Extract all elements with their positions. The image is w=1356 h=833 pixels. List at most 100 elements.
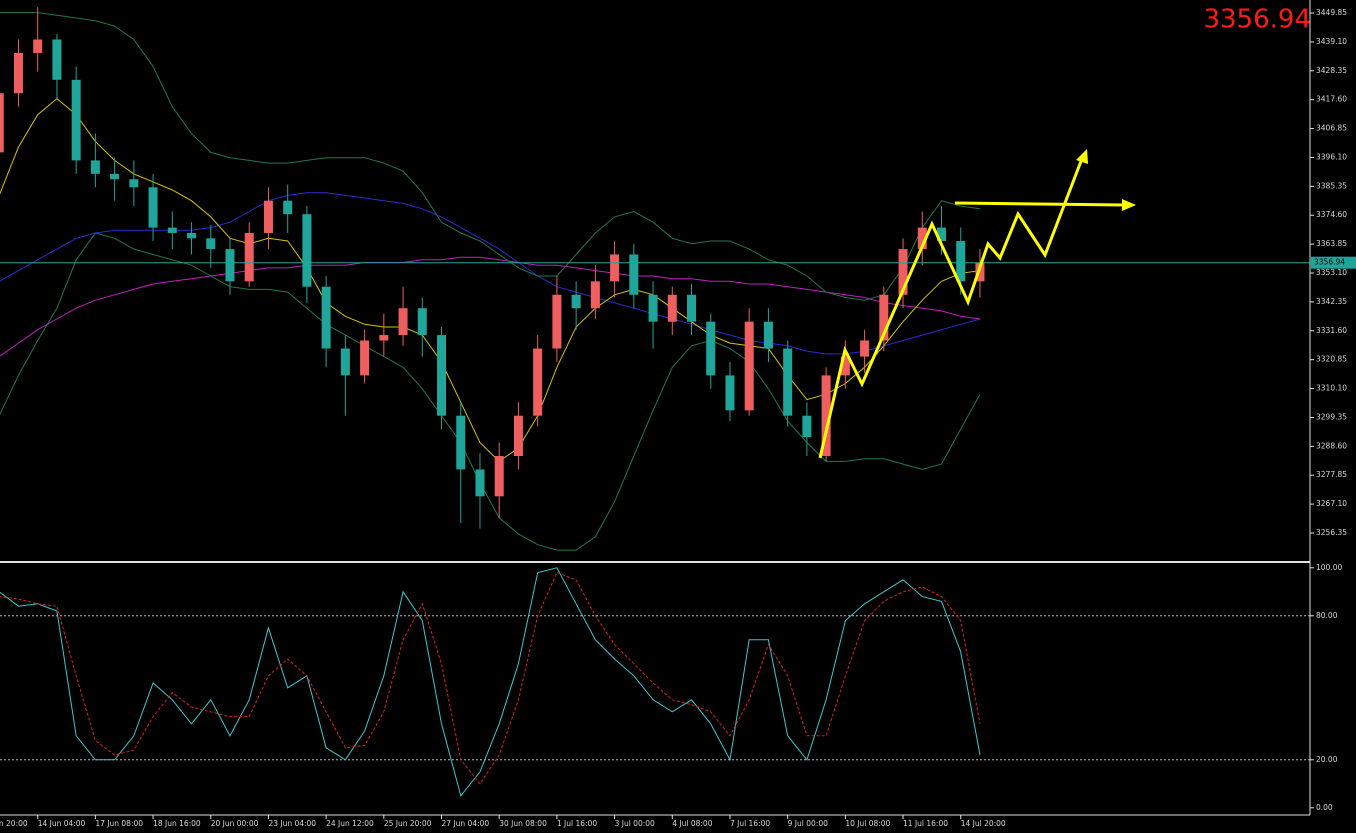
candle-body	[360, 340, 370, 376]
candle-body	[513, 415, 523, 457]
candle-body	[917, 227, 927, 250]
x-tick-label: 20 Jun 00:00	[211, 819, 259, 828]
candle-body	[13, 52, 23, 94]
candle-body	[744, 321, 754, 411]
candle-body	[648, 294, 658, 322]
candle-body	[52, 39, 62, 80]
indicator-line	[0, 192, 981, 355]
indicator-line	[0, 256, 981, 357]
y-tick-label: 3267.10	[1316, 499, 1347, 508]
zigzag-path	[818, 155, 1085, 459]
x-tick-label: 10 Jul 08:00	[845, 819, 890, 828]
candle-body	[379, 335, 389, 341]
y-tick-label: 20.00	[1316, 755, 1338, 764]
candle-body	[898, 249, 908, 295]
y-tick-label: 3385.35	[1316, 181, 1347, 190]
candle-body	[975, 262, 985, 282]
x-tick-label: 9 Jul 00:00	[788, 819, 828, 828]
candle-body	[417, 308, 427, 336]
x-tick-label: 25 Jun 20:00	[384, 819, 432, 828]
current-price: 3356.94	[1203, 5, 1311, 35]
candle-body	[321, 286, 331, 349]
x-tick-label: 23 Jun 04:00	[268, 819, 316, 828]
y-tick-label: 3310.10	[1316, 384, 1347, 393]
y-tick-label: 3331.60	[1316, 326, 1347, 335]
candle-body	[687, 294, 697, 322]
y-tick-label: 3406.85	[1316, 124, 1347, 133]
last-price-tag	[1311, 256, 1356, 269]
y-tick-label: 3449.85	[1316, 8, 1347, 17]
candle-body	[552, 294, 562, 349]
price-panel	[0, 7, 1310, 551]
arrowhead	[1122, 199, 1136, 211]
candle-body	[475, 469, 485, 497]
x-tick-label: 18 Jun 16:00	[153, 819, 201, 828]
candle-body	[437, 335, 447, 416]
y-tick-label: 100.00	[1316, 563, 1342, 572]
y-tick-label: 3439.10	[1316, 37, 1347, 46]
candle-body	[110, 173, 120, 180]
candle-body	[33, 39, 43, 53]
x-tick-label: 27 Jun 04:00	[442, 819, 490, 828]
candle-body	[937, 227, 946, 242]
last-price-label: 3356.94	[1314, 258, 1345, 267]
indicator-line	[0, 12, 981, 301]
y-tick-label: 3256.35	[1316, 528, 1347, 537]
indicator-line	[0, 97, 981, 463]
y-tick-label: 3363.85	[1316, 239, 1347, 248]
candle-body	[187, 232, 197, 239]
candle-body	[629, 254, 639, 295]
y-tick-label: 3417.60	[1316, 95, 1347, 104]
y-tick-label: 0.00	[1316, 803, 1333, 812]
candle-body	[206, 238, 216, 250]
candle-body	[802, 415, 812, 438]
y-tick-label: 3288.60	[1316, 441, 1347, 450]
x-tick-label: 7 Jul 16:00	[730, 819, 770, 828]
candle-body	[71, 79, 81, 161]
candle-body	[90, 160, 100, 174]
candle-body	[0, 93, 4, 153]
candle-body	[129, 179, 139, 188]
y-tick-label: 3342.35	[1316, 297, 1347, 306]
x-tick-label: 17 Jun 08:00	[95, 819, 143, 828]
candle-body	[590, 281, 600, 309]
candle-body	[860, 340, 870, 357]
candle-body	[706, 321, 716, 376]
candle-body	[840, 356, 850, 376]
indicator-line	[0, 232, 981, 551]
candle-body	[783, 348, 793, 416]
forecast-arrows	[818, 149, 1136, 459]
candle-body	[244, 232, 254, 282]
x-tick-label: 4 Jul 08:00	[672, 819, 712, 828]
stochastic-panel	[0, 567, 1310, 797]
candle-body	[167, 227, 177, 233]
candle-body	[571, 294, 581, 309]
candle-body	[821, 375, 831, 457]
candle-body	[456, 415, 466, 470]
x-tick-label: 1 Jul 16:00	[557, 819, 597, 828]
candle-body	[879, 294, 889, 341]
x-tick-label: 24 Jun 12:00	[326, 819, 374, 828]
candle-body	[763, 321, 773, 349]
y-tick-label: 3428.35	[1316, 66, 1347, 75]
y-tick-label: 3277.85	[1316, 470, 1347, 479]
candle-body	[533, 348, 543, 416]
x-tick-label: 30 Jun 08:00	[499, 819, 547, 828]
y-tick-label: 3299.35	[1316, 412, 1347, 421]
y-tick-label: 3320.85	[1316, 355, 1347, 364]
candle-body	[610, 254, 620, 282]
arrowhead	[1076, 149, 1088, 164]
y-tick-label: 3353.10	[1316, 268, 1347, 277]
candle-body	[667, 294, 677, 322]
candle-body	[956, 241, 966, 282]
y-tick-label: 3374.60	[1316, 210, 1347, 219]
candle-body	[340, 348, 350, 376]
candle-body	[302, 214, 312, 287]
candle-body	[263, 200, 273, 233]
x-tick-label: 14 Jul 20:00	[961, 819, 1006, 828]
candle-body	[494, 456, 504, 497]
candle-body	[725, 375, 735, 411]
